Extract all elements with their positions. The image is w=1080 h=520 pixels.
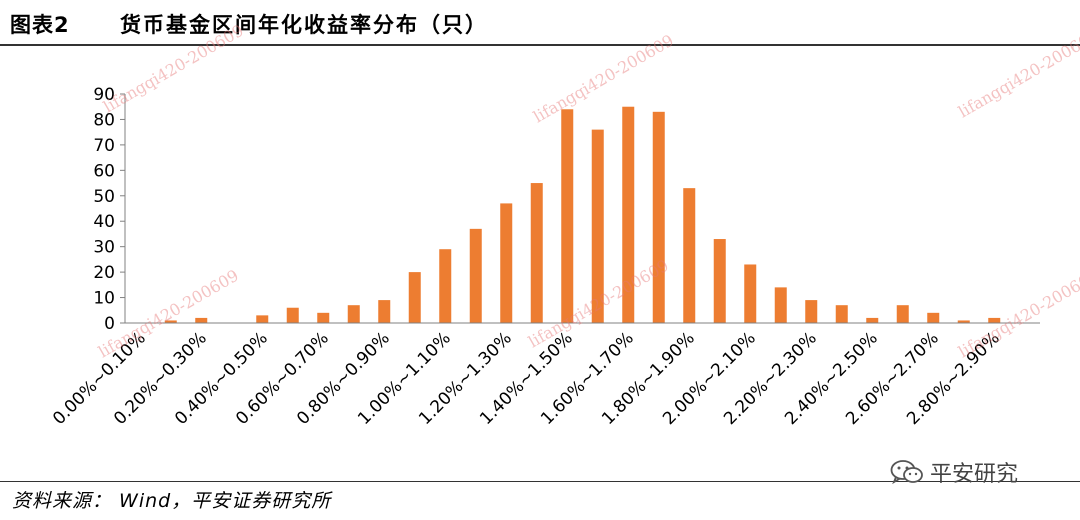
bar [713, 239, 726, 323]
y-tick-label: 0 [104, 314, 115, 334]
y-tick-label: 40 [93, 212, 115, 232]
bar [500, 203, 513, 323]
y-tick-label: 30 [93, 238, 115, 258]
figure-title: 货币基金区间年化收益率分布（只） [120, 13, 488, 37]
brand-name: 平安研究 [930, 462, 1019, 487]
bar [195, 317, 208, 323]
brand-logo: 平安研究 [890, 456, 1018, 488]
bar [530, 183, 543, 323]
bar [988, 317, 1001, 323]
figure-label: 图表2 [10, 13, 70, 37]
bar [591, 129, 604, 323]
bar [561, 109, 574, 323]
y-tick-label: 80 [93, 110, 115, 130]
y-tick-label: 20 [93, 263, 115, 283]
y-tick-label: 10 [93, 289, 115, 309]
bar [408, 272, 421, 323]
y-tick-label: 90 [93, 85, 115, 105]
bar [866, 317, 879, 323]
y-axis: 0 10 20 30 40 50 60 70 80 90 [93, 85, 126, 334]
x-axis: 0.00%~0.10%0.20%~0.30%0.40%~0.50%0.60%~0… [49, 322, 1040, 429]
bar [286, 307, 299, 323]
bar [622, 106, 635, 323]
bar [256, 315, 269, 323]
bar [835, 305, 848, 323]
bar [347, 305, 360, 323]
bar [774, 287, 787, 323]
bar [957, 320, 970, 323]
footer-divider [0, 481, 1080, 482]
bar-chart: 0 10 20 30 40 50 60 70 80 90 0.00%~0.10%0.20%~0.3… [49, 85, 1040, 429]
y-tick-label: 50 [93, 187, 115, 207]
bar [469, 228, 482, 323]
bar [164, 320, 177, 323]
bar [683, 188, 696, 323]
bars [164, 106, 1001, 323]
bar [378, 300, 391, 323]
bar [896, 305, 909, 323]
bar [927, 312, 940, 323]
bar [439, 249, 452, 323]
figure-header: 图表2 货币基金区间年化收益率分布（只） [0, 0, 1080, 46]
bar [317, 312, 330, 323]
y-tick-label: 60 [93, 161, 115, 181]
wechat-icon [890, 460, 923, 485]
bar [805, 300, 818, 323]
bar [652, 111, 665, 323]
source-note: 资料来源： Wind，平安证券研究所 [12, 490, 332, 512]
bar [744, 264, 757, 323]
y-tick-label: 70 [93, 136, 115, 156]
